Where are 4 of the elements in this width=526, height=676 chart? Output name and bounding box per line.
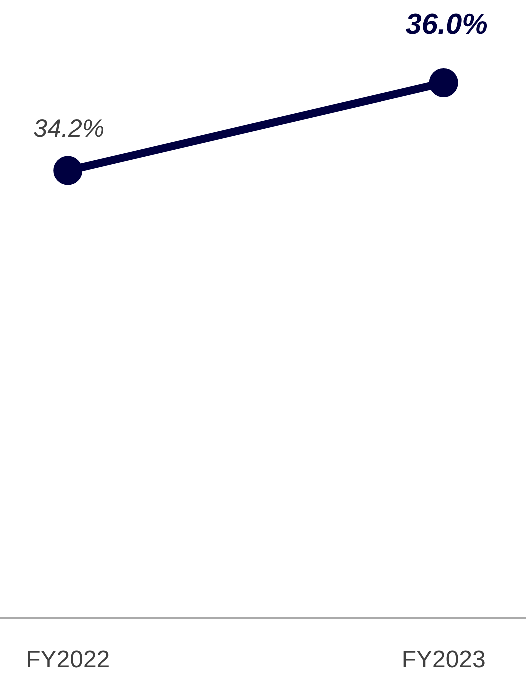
x-tick-label: FY2023: [402, 646, 486, 674]
x-tick-label: FY2022: [26, 646, 110, 674]
data-label: 36.0%: [406, 9, 488, 42]
data-label: 34.2%: [34, 114, 105, 143]
